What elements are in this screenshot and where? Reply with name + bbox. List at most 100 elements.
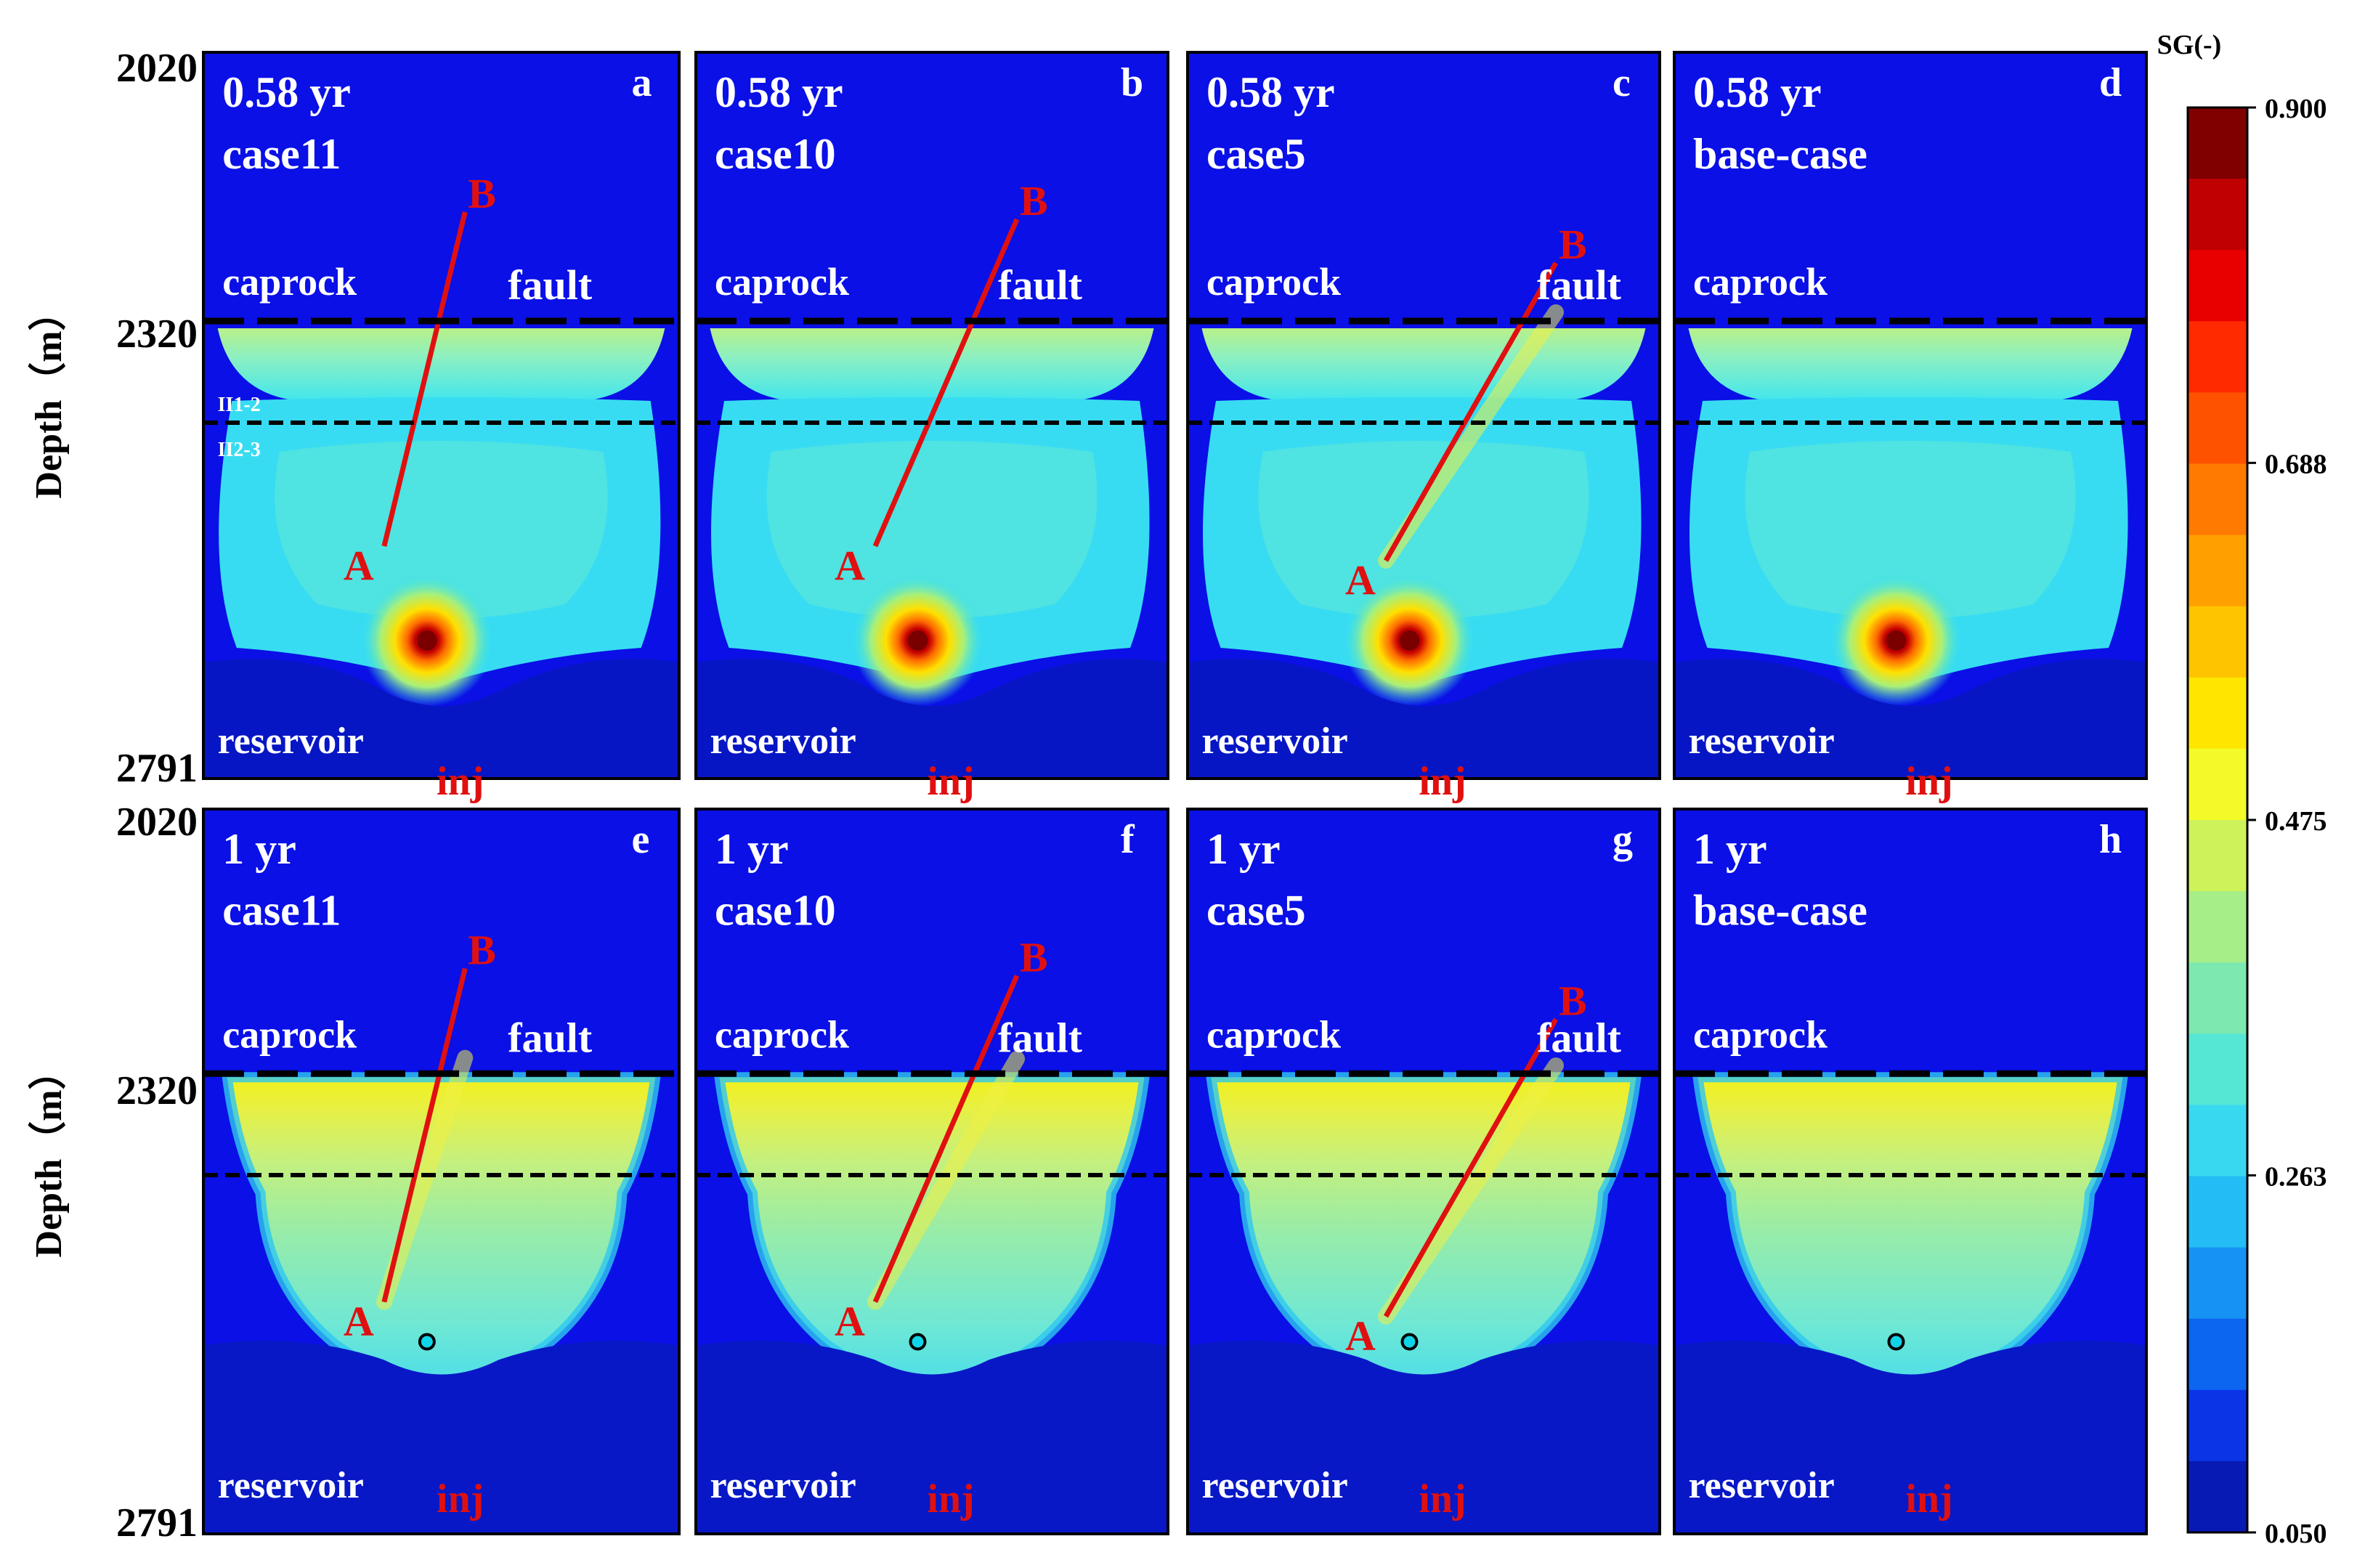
gas-plume-upper-band	[217, 328, 665, 408]
panel-letter: g	[1612, 817, 1633, 862]
y-axis-label-top: Depth（m）	[28, 293, 70, 498]
colorbar-band	[2188, 606, 2247, 678]
fault-line	[1383, 1017, 1559, 1318]
panel-time-label: 1 yr	[1693, 825, 1767, 873]
gas-plume	[1697, 1077, 2123, 1418]
colorbar: SG(-) 0.900 0.688 0.475 0.263 0.050	[2157, 30, 2327, 1549]
panel-case-label: case5	[1206, 887, 1306, 935]
depth-tick-top-2791: 2791	[116, 746, 198, 791]
colorbar-band	[2188, 321, 2247, 394]
panel-frame	[1673, 51, 2148, 780]
panel-case-label: case11	[222, 887, 341, 935]
panel-letter: e	[632, 817, 650, 862]
colorbar-band	[2188, 962, 2247, 1035]
fault-line	[381, 967, 468, 1303]
caprock-label: caprock	[222, 1012, 357, 1056]
fault-endpoint-a: A	[1345, 1312, 1376, 1360]
colorbar-label: SG(-)	[2157, 30, 2222, 60]
panel-h: 1 yr base-case h caprock reservoir inj	[1673, 808, 2148, 1535]
panel-letter: b	[1121, 60, 1143, 105]
caprock-label: caprock	[1693, 260, 1828, 304]
panel-d: 0.58 yr base-case d caprock reservoir inj	[1673, 51, 2148, 804]
reservoir-label: reservoir	[1202, 720, 1348, 762]
panel-frame	[694, 808, 1169, 1535]
fault-endpoint-a: A	[1345, 556, 1376, 604]
panel-frame	[1673, 808, 2148, 1535]
inj-label: inj	[1905, 1476, 1952, 1522]
injection-well-marker	[909, 1333, 927, 1351]
fault-label: fault	[998, 261, 1083, 309]
colorbar-band	[2188, 1105, 2247, 1177]
sublayer-label-upper: II1-2	[218, 394, 261, 416]
colorbar-band	[2188, 891, 2247, 964]
colorbar-band	[2188, 1461, 2247, 1533]
caprock-label: caprock	[1206, 1012, 1341, 1056]
panel-field: 0.58 yr base-case d caprock reservoir	[1674, 52, 2146, 779]
fault-endpoint-b: B	[1020, 934, 1048, 981]
fault-endpoint-b: B	[1020, 177, 1048, 224]
fault-label: fault	[1537, 261, 1622, 309]
colorbar-tick-label: 0.900	[2265, 94, 2327, 124]
fault-endpoint-b: B	[468, 927, 496, 974]
reservoir-label: reservoir	[710, 1465, 856, 1506]
panel-time-label: 0.58 yr	[1693, 68, 1822, 116]
fault-leakage-zone	[1378, 1057, 1564, 1325]
panel-case-label: case11	[222, 130, 341, 178]
inj-label: inj	[1419, 759, 1466, 804]
gas-plume-core	[1745, 441, 2076, 619]
colorbar-band	[2188, 463, 2247, 536]
injection-well-marker	[1399, 630, 1420, 651]
colorbar-band	[2188, 1247, 2247, 1320]
panel-case-label: case5	[1206, 130, 1306, 178]
injection-well-marker	[418, 1333, 436, 1351]
caprock-label: caprock	[715, 260, 849, 304]
fault-endpoint-b: B	[1559, 221, 1587, 268]
panel-time-label: 0.58 yr	[222, 68, 351, 116]
panel-frame	[202, 51, 681, 780]
panel-case-label: case10	[715, 130, 836, 178]
inj-label: inj	[927, 759, 974, 804]
panel-frame	[202, 808, 681, 1535]
panel-letter: h	[2099, 817, 2122, 862]
gas-plume-upper-band	[1688, 328, 2133, 408]
injection-well-marker	[907, 630, 928, 651]
injection-well-marker	[1400, 1333, 1419, 1351]
depth-tick-bottom-2020: 2020	[116, 800, 198, 845]
fault-line	[381, 211, 468, 547]
panel-time-label: 0.58 yr	[1206, 68, 1335, 116]
colorbar-band	[2188, 1033, 2247, 1106]
panel-frame	[1186, 51, 1661, 780]
depth-tick-bottom-2791: 2791	[116, 1500, 198, 1545]
fault-endpoint-b: B	[468, 170, 496, 217]
panel-letter: a	[632, 60, 652, 105]
depth-tick-top-2020: 2020	[116, 46, 198, 91]
caprock-label: caprock	[222, 260, 357, 304]
reservoir-base	[1188, 1340, 1660, 1534]
colorbar-tick-label: 0.475	[2265, 806, 2327, 837]
colorbar-tick-label: 0.263	[2265, 1161, 2327, 1192]
gas-plume-upper-band	[1201, 328, 1646, 408]
fault-endpoint-a: A	[835, 1298, 865, 1345]
reservoir-label: reservoir	[218, 1465, 364, 1506]
reservoir-base	[1674, 1340, 2146, 1534]
panel-field: 1 yr base-case h caprock reservoir	[1674, 809, 2146, 1534]
colorbar-band	[2188, 535, 2247, 607]
caprock-label: caprock	[1693, 1012, 1828, 1056]
panel-letter: d	[2099, 60, 2122, 105]
colorbar-band	[2188, 179, 2247, 251]
colorbar-band	[2188, 250, 2247, 322]
reservoir-label: reservoir	[218, 720, 364, 762]
injection-well-marker	[1887, 1333, 1905, 1351]
fault-line	[872, 218, 1020, 548]
panel-time-label: 0.58 yr	[715, 68, 843, 116]
gas-plume	[719, 1077, 1145, 1418]
colorbar-ticks: 0.900 0.688 0.475 0.263 0.050	[2247, 94, 2327, 1549]
